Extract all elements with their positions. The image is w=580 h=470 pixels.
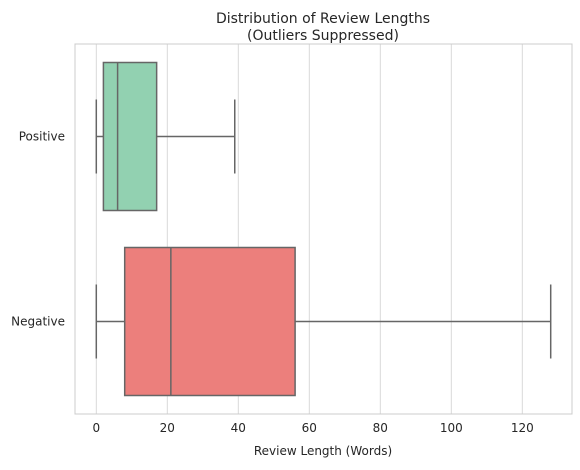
- x-axis-label: Review Length (Words): [254, 444, 392, 458]
- x-tick-label-120: 120: [511, 421, 534, 435]
- chart-title-line-2: (Outliers Suppressed): [247, 28, 399, 44]
- box-negative: [123, 246, 296, 397]
- x-tick-label-80: 80: [373, 421, 388, 435]
- x-tick-labels: 0 20 40 60 80 100 120: [92, 421, 533, 435]
- y-tick-label-negative: Negative: [11, 315, 65, 329]
- y-tick-labels: Positive Negative: [11, 130, 65, 329]
- box-layer: [95, 61, 552, 397]
- x-tick-label-40: 40: [231, 421, 246, 435]
- chart-title-line-1: Distribution of Review Lengths: [216, 11, 430, 27]
- x-tick-label-60: 60: [302, 421, 317, 435]
- x-tick-label-20: 20: [160, 421, 175, 435]
- plot-area: [74, 43, 573, 415]
- x-tick-label-100: 100: [440, 421, 463, 435]
- y-tick-label-positive: Positive: [19, 130, 65, 144]
- x-tick-label-0: 0: [92, 421, 100, 435]
- box-positive: [102, 61, 158, 212]
- grid-lines: [95, 44, 523, 414]
